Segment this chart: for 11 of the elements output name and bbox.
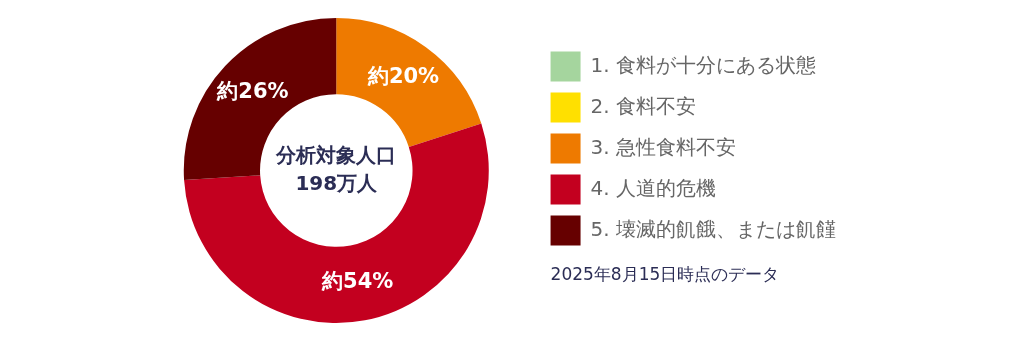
text: 分析対象人口 (275, 142, 397, 167)
data-label: 約20% (366, 64, 440, 89)
legend-label: 4. 人道的危機 (590, 175, 717, 200)
text: 2025年8月15日時点のデータ (550, 263, 780, 284)
data-label: 約54% (321, 269, 394, 294)
text: 198万人 (295, 170, 379, 195)
legend-label: 1. 食料が十分にある状態 (590, 52, 817, 77)
legend-label: 3. 急性食料不安 (590, 134, 737, 159)
legend-label: 2. 食料不安 (590, 93, 697, 118)
legend-label: 5. 壊滅的飢餓、または飢饉 (590, 216, 837, 241)
data-label: 約26% (216, 78, 289, 103)
